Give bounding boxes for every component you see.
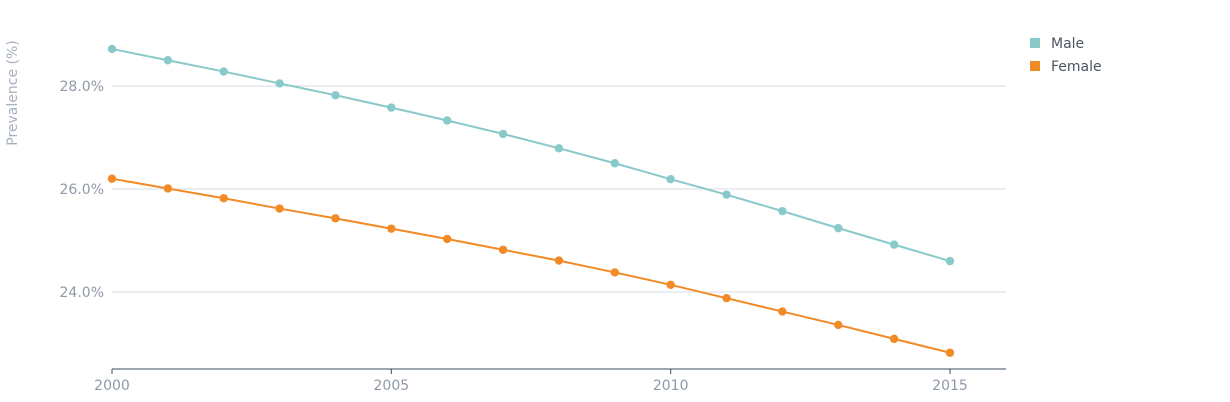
data-point-male[interactable] bbox=[387, 103, 396, 112]
legend-label: Female bbox=[1051, 59, 1102, 75]
series-line-male bbox=[111, 47, 951, 263]
data-point-male[interactable] bbox=[666, 175, 675, 184]
y-tick-label: 26.0% bbox=[60, 182, 104, 198]
x-tick-label: 2005 bbox=[374, 378, 410, 394]
data-point-female[interactable] bbox=[163, 184, 173, 193]
data-point-male[interactable] bbox=[778, 206, 787, 216]
data-point-female[interactable] bbox=[834, 320, 843, 330]
data-point-female[interactable] bbox=[889, 334, 899, 344]
data-point-male[interactable] bbox=[610, 159, 619, 168]
y-axis-title: Prevalence (%) bbox=[5, 40, 21, 146]
grid-lines bbox=[112, 85, 1006, 293]
data-point-male[interactable] bbox=[219, 67, 228, 76]
data-point-female[interactable] bbox=[610, 268, 619, 277]
data-point-female[interactable] bbox=[331, 214, 340, 223]
data-point-female[interactable] bbox=[219, 194, 228, 203]
legend-item-male[interactable]: Male bbox=[1030, 36, 1084, 52]
y-axis-ticks: 24.0% 26.0% 28.0% bbox=[60, 79, 104, 301]
x-axis-ticks: 2000 2005 2010 2015 bbox=[94, 369, 968, 394]
data-point-male[interactable] bbox=[331, 91, 340, 100]
data-point-male[interactable] bbox=[554, 144, 564, 153]
data-point-male[interactable] bbox=[107, 44, 117, 54]
x-tick-label: 2015 bbox=[932, 378, 968, 394]
data-point-female[interactable] bbox=[275, 204, 284, 213]
legend-swatch bbox=[1030, 61, 1040, 71]
data-point-male[interactable] bbox=[443, 116, 452, 125]
data-point-male[interactable] bbox=[889, 240, 899, 249]
data-point-male[interactable] bbox=[945, 256, 955, 266]
data-point-male[interactable] bbox=[722, 190, 731, 199]
x-tick-label: 2000 bbox=[94, 378, 130, 394]
data-point-female[interactable] bbox=[387, 224, 396, 233]
legend: Male Female bbox=[1030, 36, 1102, 75]
data-point-female[interactable] bbox=[443, 234, 452, 244]
data-point-male[interactable] bbox=[498, 129, 508, 139]
data-point-male[interactable] bbox=[834, 223, 843, 233]
legend-item-female[interactable]: Female bbox=[1030, 59, 1102, 75]
legend-label: Male bbox=[1051, 36, 1084, 52]
data-point-female[interactable] bbox=[945, 348, 955, 357]
data-point-male[interactable] bbox=[163, 56, 173, 65]
data-point-male[interactable] bbox=[275, 79, 284, 88]
series-layer bbox=[107, 44, 955, 357]
x-tick-label: 2010 bbox=[653, 378, 689, 394]
data-point-female[interactable] bbox=[778, 307, 787, 316]
data-point-female[interactable] bbox=[722, 293, 731, 303]
data-point-female[interactable] bbox=[107, 174, 117, 183]
legend-swatch bbox=[1030, 38, 1040, 48]
series-female bbox=[107, 174, 955, 357]
series-male bbox=[107, 44, 955, 266]
data-point-female[interactable] bbox=[666, 280, 675, 289]
data-point-female[interactable] bbox=[554, 256, 564, 265]
y-tick-label: 28.0% bbox=[60, 79, 104, 95]
y-tick-label: 24.0% bbox=[60, 285, 104, 301]
data-point-female[interactable] bbox=[498, 245, 508, 254]
series-line-female bbox=[111, 177, 951, 354]
